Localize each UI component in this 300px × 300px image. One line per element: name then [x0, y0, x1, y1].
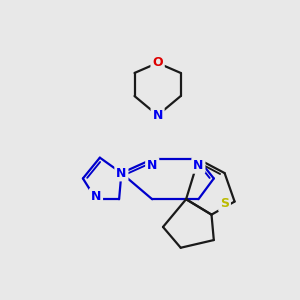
Text: O: O: [152, 56, 163, 69]
Text: N: N: [147, 159, 158, 172]
Text: N: N: [116, 167, 127, 180]
Text: N: N: [91, 190, 101, 203]
Text: N: N: [152, 109, 163, 122]
Text: N: N: [193, 159, 204, 172]
Text: S: S: [220, 197, 229, 210]
